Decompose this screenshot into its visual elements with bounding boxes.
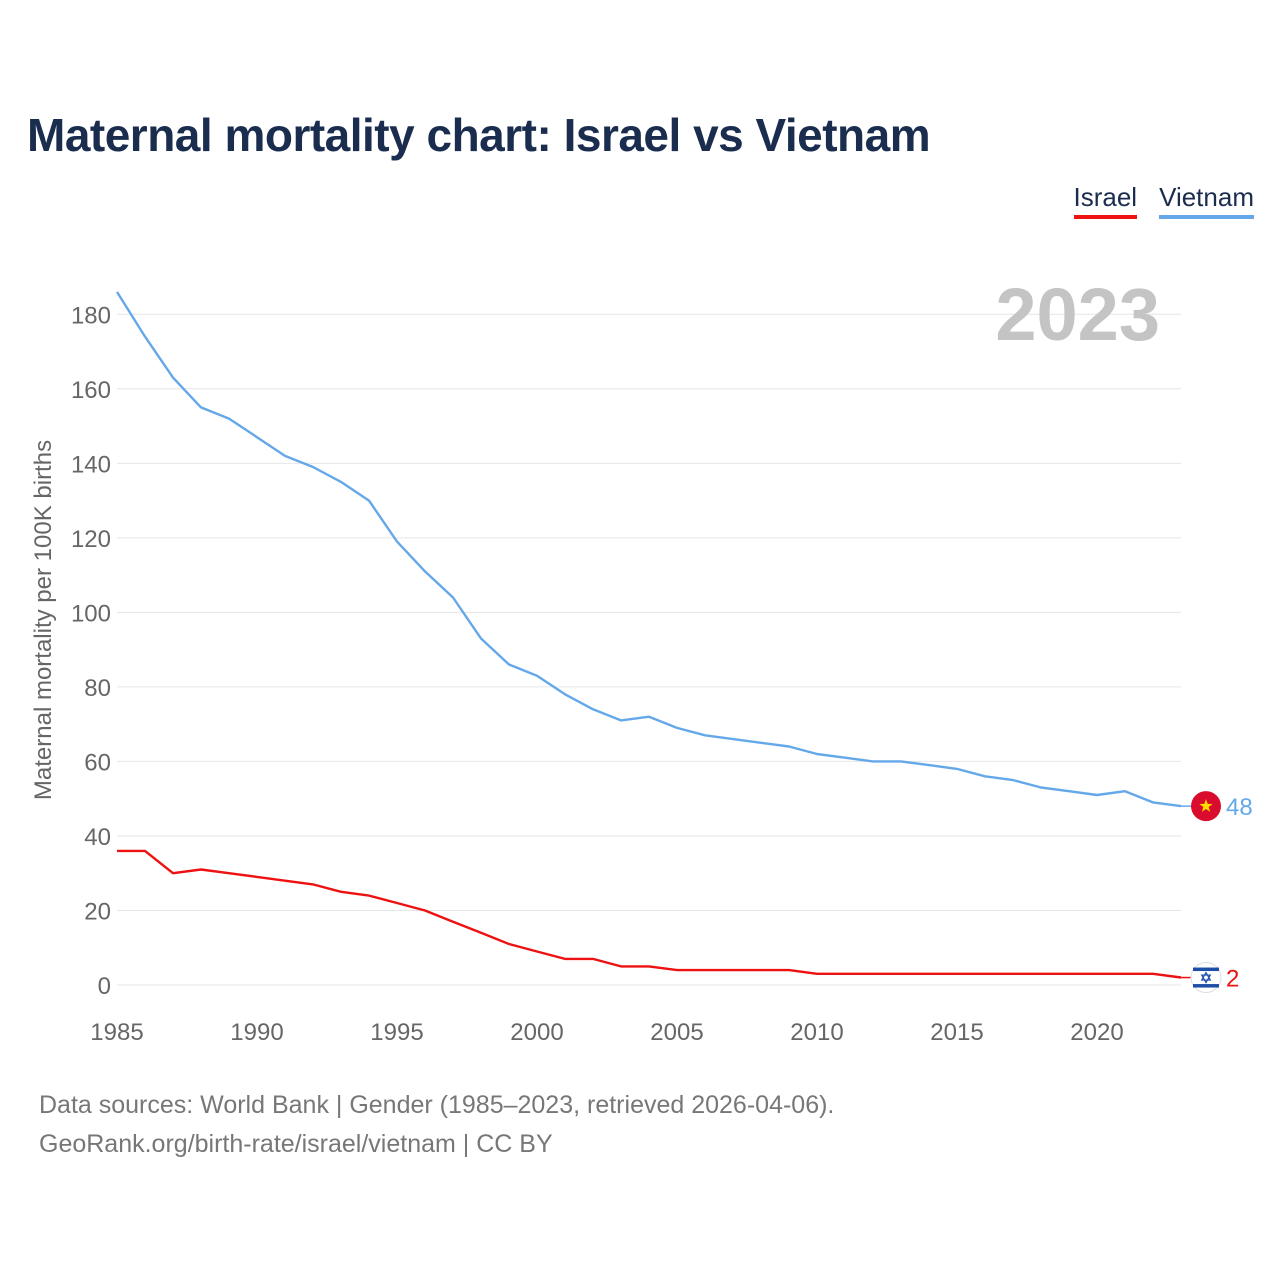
israel-flag-icon [1190,962,1222,994]
star-icon [1199,799,1213,812]
y-tick-label: 0 [98,973,111,1000]
legend-item-israel[interactable]: Israel [1073,182,1138,219]
year-label: 2023 [995,273,1160,356]
y-tick-label: 60 [84,749,111,776]
y-axis-title: Maternal mortality per 100K births [30,440,57,800]
end-value-label-israel: 2 [1226,966,1239,993]
y-tick-label: 160 [71,377,111,404]
y-tick-label: 100 [71,600,111,627]
x-tick-label: 2015 [930,1019,983,1046]
source-link[interactable]: GeoRank.org/birth-rate/israel/vietnam | … [39,1130,553,1158]
y-tick-label: 120 [71,526,111,553]
footer: Data sources: World Bank | Gender (1985–… [39,1086,834,1164]
flag-stripe-top [1193,967,1219,972]
flag-stripe-bottom [1193,984,1219,988]
data-source-note: Data sources: World Bank | Gender (1985–… [39,1091,835,1119]
series-line-vietnam[interactable] [115,291,1182,808]
y-tick-label: 20 [84,898,111,925]
line-chart: 0 20 40 60 80 100 120 140 160 180 1985 1990 1995 2000… [30,273,1253,1046]
x-tick-label: 2020 [1070,1019,1123,1046]
legend: Israel Vietnam [1073,182,1254,219]
y-tick-label: 140 [71,451,111,478]
legend-item-vietnam[interactable]: Vietnam [1159,182,1254,219]
y-tick-label: 80 [84,675,111,702]
y-tick-label: 40 [84,824,111,851]
star-of-david-icon [1200,974,1212,984]
x-tick-label: 2000 [510,1019,563,1046]
x-tick-label: 2005 [650,1019,703,1046]
series-line-israel[interactable] [117,849,1182,979]
x-tick-label: 2010 [790,1019,843,1046]
x-tick-label: 1990 [230,1019,283,1046]
x-tick-label: 1985 [90,1019,143,1046]
y-tick-label: 180 [71,302,111,329]
end-value-label-vietnam: 48 [1226,794,1253,821]
page-title: Maternal mortality chart: Israel vs Viet… [27,109,931,161]
star-of-david-icon [1200,971,1212,981]
x-tick-label: 1995 [370,1019,423,1046]
